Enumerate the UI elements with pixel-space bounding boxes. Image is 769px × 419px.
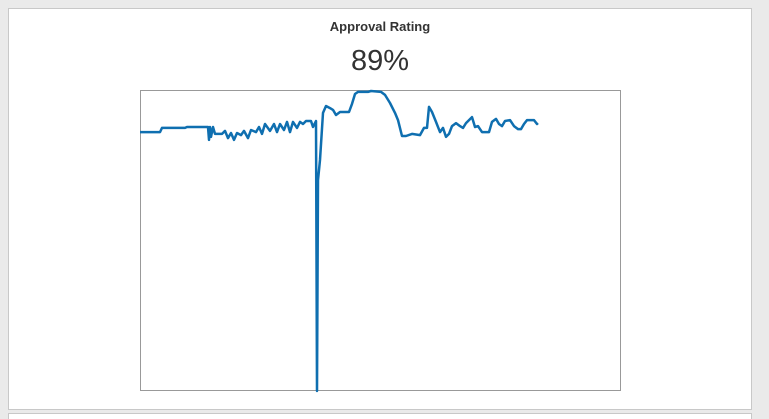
kpi-value: 89% — [351, 45, 409, 77]
card-title: Approval Rating — [330, 19, 430, 34]
next-card — [8, 413, 752, 419]
sparkline — [140, 89, 539, 393]
plot-area — [140, 90, 621, 391]
